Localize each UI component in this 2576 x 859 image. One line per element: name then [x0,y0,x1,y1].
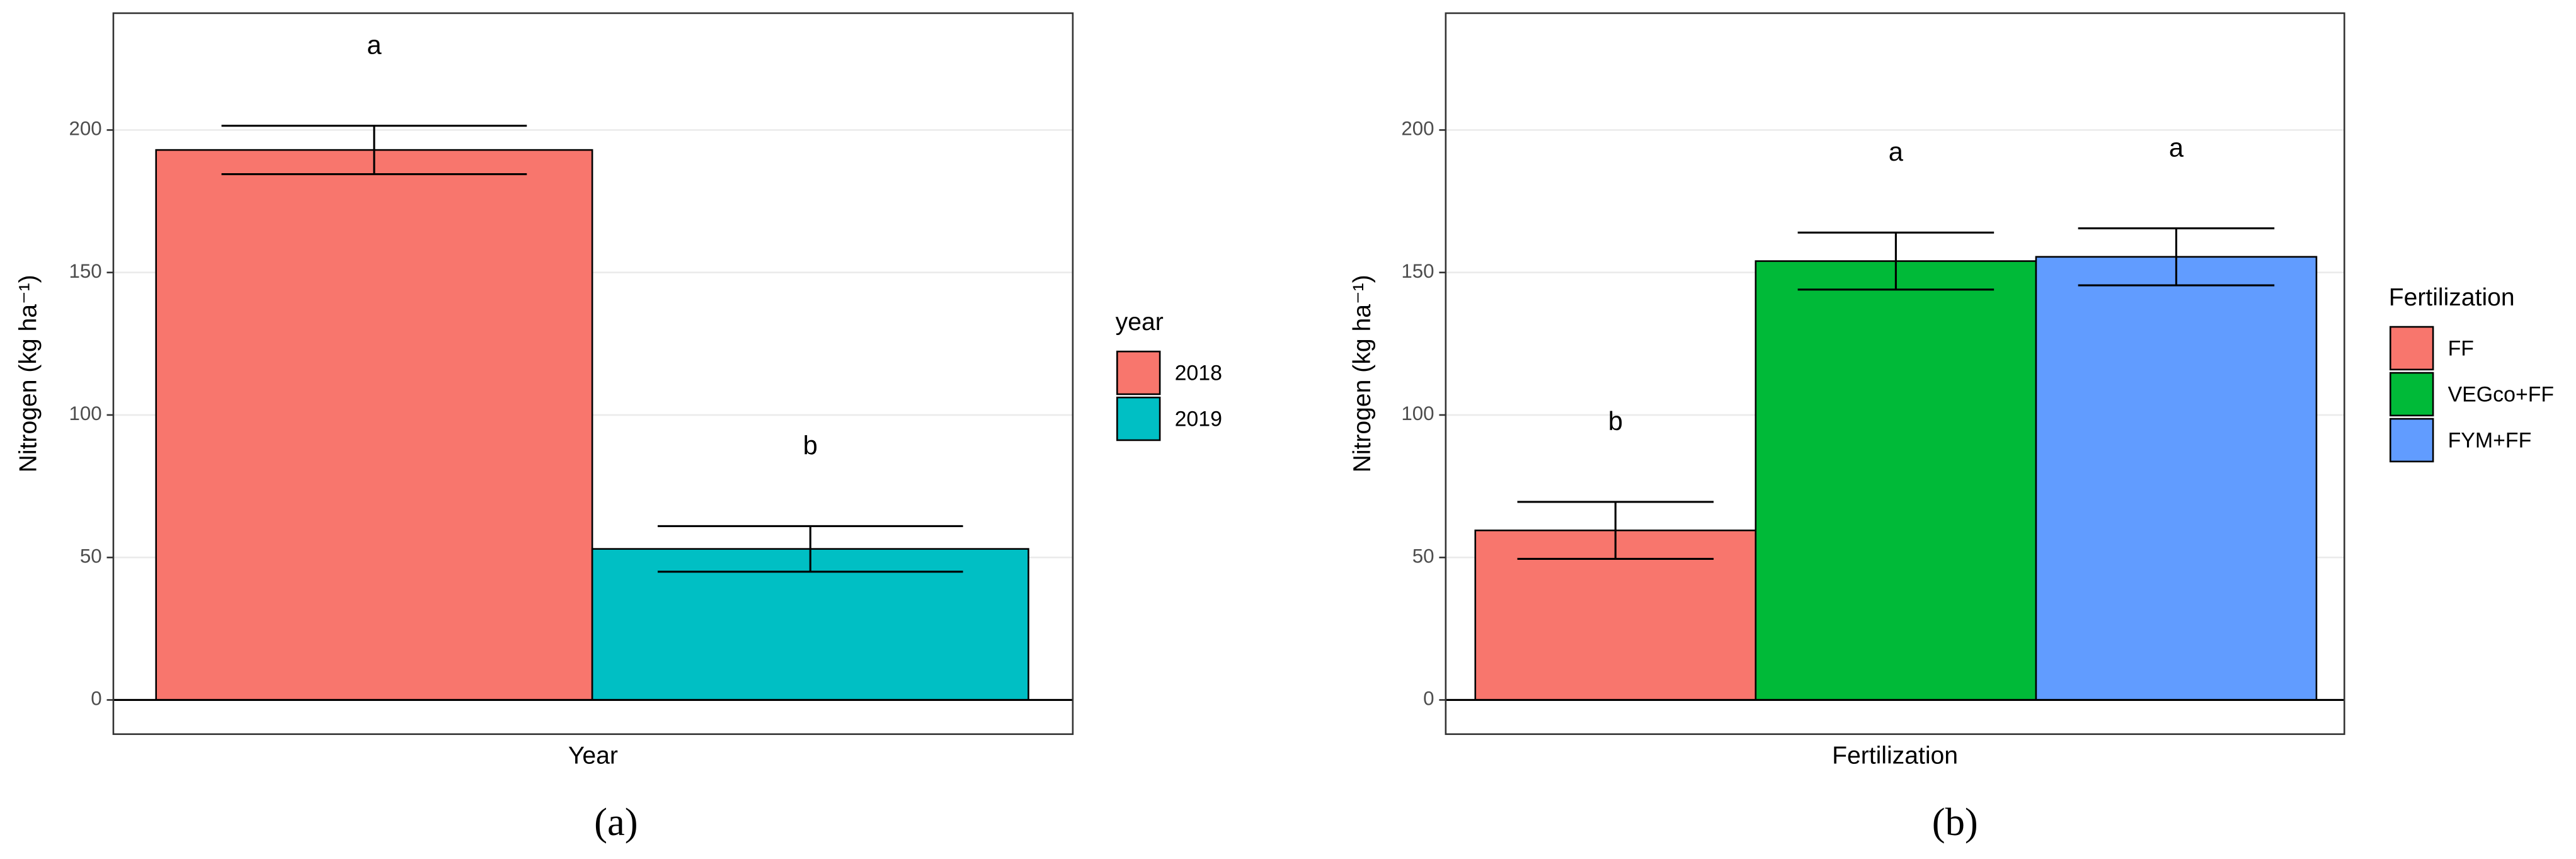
legend-title: Fertilization [2389,284,2515,311]
significance-letter: b [803,430,818,460]
significance-letter: b [1608,406,1623,436]
panel-label: (a) [594,800,638,844]
legend-label: FF [2448,336,2474,360]
bar [2035,256,2318,701]
y-tick-label: 0 [91,688,101,710]
y-tick-label: 150 [1401,260,1434,282]
y-tick-label: 100 [69,402,101,424]
legend-label: 2018 [1175,361,1222,385]
y-tick-label: 100 [1401,402,1434,424]
legend-key [2390,326,2434,371]
error-bar [657,525,963,573]
error-bar [221,125,527,176]
y-tick-label: 200 [69,118,101,140]
legend-label: 2019 [1175,407,1222,431]
plot-border [112,12,1074,736]
legend-key [2390,372,2434,417]
significance-letter: a [2169,132,2184,162]
legend-key [1116,350,1161,395]
y-axis-title: Nitrogen (kg ha⁻¹) [1349,275,1376,472]
x-axis-title: Year [568,742,618,770]
error-bar [1517,501,1714,560]
legend-key [2390,418,2434,463]
panel-label: (b) [1932,800,1978,844]
bar [591,548,1029,701]
legend-title: year [1116,309,1164,336]
legend-key [1116,396,1161,441]
y-tick-label: 200 [1401,118,1434,140]
plot-border [1445,12,2345,736]
significance-letter: a [1889,137,1904,166]
significance-letter: a [367,30,382,60]
bar [155,149,593,701]
y-tick-label: 50 [80,545,102,567]
error-bar [1797,231,1995,291]
y-tick-label: 0 [1423,688,1434,710]
bar [1755,260,2037,701]
error-bar [2078,227,2275,287]
y-tick-label: 150 [69,260,101,282]
y-tick-label: 50 [1412,545,1434,567]
legend-label: VEGco+FF [2448,382,2555,406]
legend-label: FYM+FF [2448,429,2532,453]
x-axis-title: Fertilization [1832,742,1958,770]
y-axis-title: Nitrogen (kg ha⁻¹) [14,275,42,472]
